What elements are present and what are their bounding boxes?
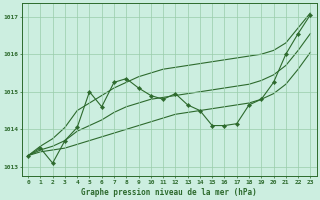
X-axis label: Graphe pression niveau de la mer (hPa): Graphe pression niveau de la mer (hPa) — [81, 188, 257, 197]
